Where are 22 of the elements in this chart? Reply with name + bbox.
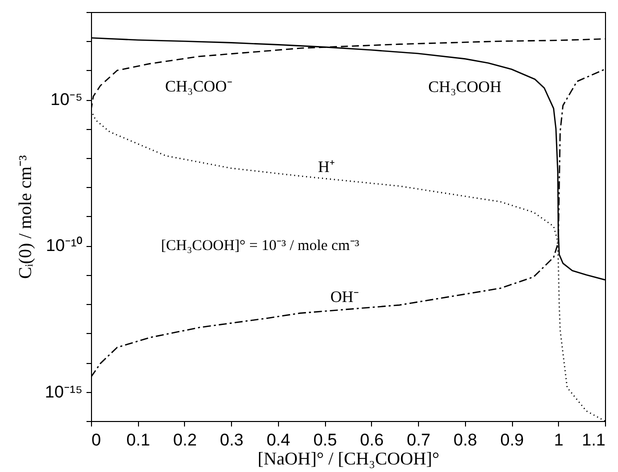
y-tick-label: 10⁻⁵ (50, 90, 82, 110)
x-tick-label: 0.8 (454, 430, 478, 450)
annotation: [CH₃COOH]° = 10⁻³ / mole cm⁻³ (161, 238, 360, 254)
x-tick-label: 0.7 (406, 430, 430, 450)
x-tick-label: 0.3 (220, 430, 244, 450)
y-axis-title: Cᵢ(0) / mole cm⁻³ (14, 154, 35, 279)
x-tick-label: 0.1 (126, 430, 150, 450)
x-tick-label: 1 (554, 430, 564, 450)
x-tick-label: 0.2 (173, 430, 197, 450)
series-label: CH₃COOH (428, 78, 502, 96)
x-axis-title: [NaOH]° / [CH₃COOH]° (258, 448, 440, 468)
x-tick-label: 0.9 (500, 430, 524, 450)
x-tick-label: 0.5 (313, 430, 337, 450)
x-tick-label: 0 (92, 430, 101, 450)
y-tick-label: 10⁻¹⁰ (46, 236, 82, 256)
series-label: H⁺ (318, 159, 335, 176)
x-tick-label: 0.4 (266, 430, 290, 450)
x-tick-label: 0.6 (360, 430, 384, 450)
series-label: OH⁻ (330, 289, 358, 306)
series-label: CH₃COO⁻ (165, 78, 232, 96)
y-tick-label: 10⁻¹⁵ (44, 382, 82, 402)
x-tick-label: 1.1 (582, 430, 606, 450)
